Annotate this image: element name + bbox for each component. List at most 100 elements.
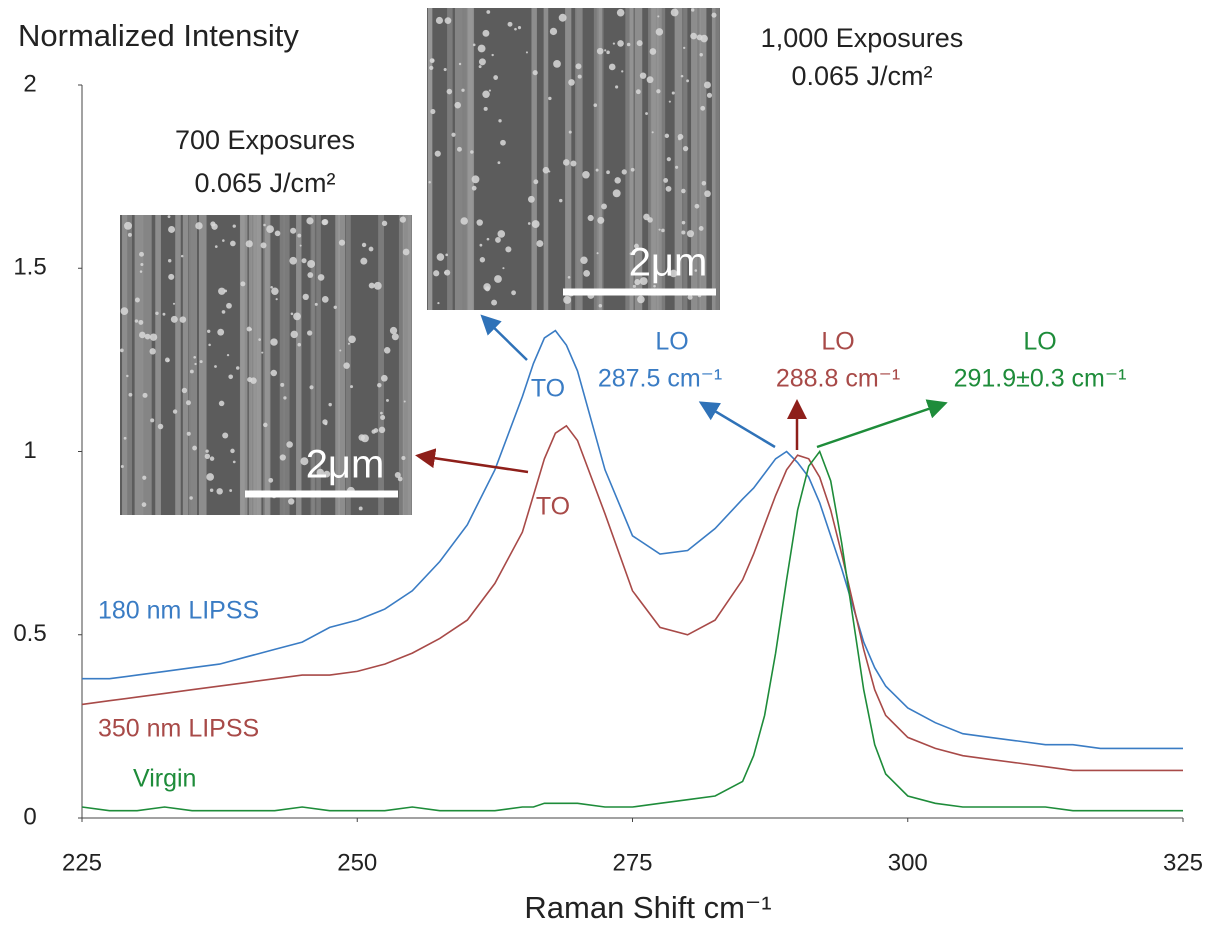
sem-grain [167, 259, 172, 263]
sem-grain [596, 47, 604, 55]
sem-grain [271, 287, 279, 295]
y-tick-label: 0 [23, 803, 36, 830]
series-line [81, 449, 1183, 812]
sem-grain [293, 312, 301, 321]
sem-grain [167, 215, 171, 219]
arrow [480, 314, 528, 361]
sem-grain [498, 119, 502, 123]
sem-grain [664, 133, 670, 139]
sem-grain [437, 301, 440, 305]
sem-grain [263, 422, 268, 428]
sem-grain [567, 275, 571, 279]
sem-grain [333, 305, 337, 309]
sem-grain [217, 328, 225, 336]
sem-streak [565, 8, 572, 310]
sem-grain [389, 326, 398, 335]
sem-grain [207, 329, 211, 333]
sem-grain [403, 400, 406, 403]
sem-grain [385, 398, 389, 402]
sem-streak [543, 8, 549, 310]
sem-grain [635, 89, 641, 95]
sem-grain [639, 72, 647, 79]
sem-grain [497, 230, 506, 238]
sem-grain [299, 244, 302, 247]
chart-title: Normalized Intensity [18, 18, 299, 53]
sem-grain [339, 349, 342, 352]
x-axis-label: Raman Shift cm⁻¹ [524, 890, 771, 925]
sem-grain [616, 8, 625, 17]
sem-grain [289, 256, 298, 265]
annotation: LO [821, 328, 854, 356]
sem-grain [194, 362, 197, 366]
sem-grain [675, 165, 679, 169]
sem-grain [261, 351, 264, 354]
sem-grain [471, 175, 480, 184]
sem-grain [168, 225, 176, 233]
sem-grain [478, 65, 482, 69]
sem-grain [343, 362, 350, 369]
sem-streak [175, 215, 181, 515]
sem-grain [383, 347, 391, 354]
sem-grain [686, 230, 695, 238]
sem-grain [321, 219, 328, 226]
sem-streak [182, 215, 189, 515]
sem-grain [297, 342, 302, 347]
sem-grain [514, 27, 517, 31]
y-tick-label: 2 [23, 70, 36, 97]
sem-grain [582, 170, 590, 179]
series-line [82, 329, 1183, 750]
sem-grain [368, 282, 375, 289]
sem-grain [306, 330, 313, 336]
sem-grain [436, 253, 445, 261]
sem-grain [711, 12, 717, 18]
sem-streak [629, 8, 634, 310]
sem-grain [701, 180, 707, 186]
sem-grain [247, 377, 253, 383]
sem-streak [596, 8, 602, 310]
sem-grain [470, 150, 474, 154]
sem-grain [665, 185, 672, 192]
y-tick-label: 1 [23, 437, 36, 464]
sem-grain [381, 220, 388, 227]
sem-grain [348, 335, 356, 344]
sem-grain [669, 269, 678, 278]
sem-grain [484, 286, 490, 292]
sem-grain [306, 217, 314, 225]
sem-streak [661, 8, 666, 310]
annotation: LO [1023, 328, 1056, 356]
sem-streak [674, 8, 683, 310]
sem-grain [123, 436, 127, 440]
sem-grain [270, 338, 278, 346]
sem-grain [476, 219, 483, 226]
sem-grain [637, 295, 645, 304]
sem-grain [323, 470, 331, 478]
sem-grain [446, 88, 453, 95]
sem-grain [120, 307, 129, 316]
sem-grain [275, 298, 278, 301]
sem-grain [663, 177, 669, 183]
sem-grain [260, 242, 267, 249]
x-tick-label: 250 [337, 849, 377, 876]
sem-grain [559, 198, 563, 203]
sem-grain [168, 273, 175, 280]
annotation: 288.8 cm⁻¹ [776, 365, 900, 393]
sem-grain [606, 50, 610, 55]
sem-grain [205, 449, 209, 453]
sem-grain [290, 227, 297, 234]
sem-grain [301, 258, 307, 264]
sem-grain [402, 248, 410, 256]
sem-grain [214, 245, 218, 248]
sem-grain [134, 297, 140, 303]
sem-grain [629, 252, 633, 256]
sem-grain [445, 253, 449, 257]
sem-grain [172, 409, 178, 414]
sem-grain [615, 85, 619, 89]
sem-grain [149, 333, 158, 341]
sem-grain [486, 237, 490, 241]
sem-grain [451, 132, 456, 137]
sem-grain [634, 243, 639, 249]
sem-grain [456, 146, 462, 152]
sem-grain [209, 456, 215, 461]
annotation: LO [655, 328, 688, 356]
sem-grain [358, 434, 365, 441]
